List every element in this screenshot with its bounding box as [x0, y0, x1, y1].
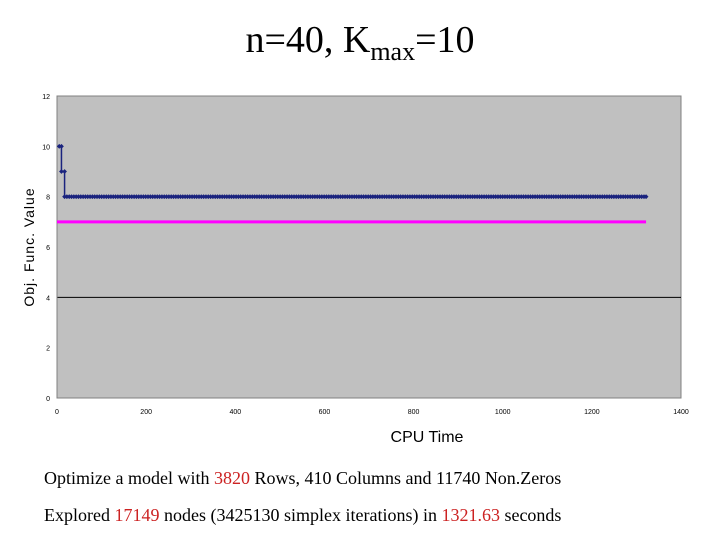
series-1-point-3 [62, 169, 67, 174]
x-tick-600: 600 [319, 409, 331, 416]
y-tick-6: 6 [46, 245, 50, 252]
x-tick-400: 400 [229, 409, 241, 416]
line-chart: 0 200 400 600 800 1000 1200 1400 0 2 4 6 8 10 12 CPU … [21, 94, 689, 446]
caption2-suffix: seconds [499, 505, 562, 525]
caption1-suffix: Rows, 410 Columns and 11740 Non.Zeros [249, 468, 562, 488]
x-tick-1200: 1200 [584, 409, 600, 416]
y-tick-4: 4 [46, 295, 50, 302]
x-tick-0: 0 [55, 409, 59, 416]
x-tick-labels: 0 200 400 600 800 1000 1200 1400 [55, 409, 689, 416]
y-tick-10: 10 [42, 144, 50, 151]
series-group [56, 143, 649, 224]
caption2-nodes: 17149 [114, 505, 160, 525]
caption-model-size: Optimize a model with 3820 Rows, 410 Col… [44, 468, 561, 489]
series-1-point-255 [643, 194, 649, 200]
caption2-middle: nodes (3425130 simplex iterations) in [159, 505, 442, 525]
title-main: n=40, K [245, 19, 371, 61]
x-tick-200: 200 [140, 409, 152, 416]
y-tick-labels: 0 2 4 6 8 10 12 [42, 94, 50, 403]
plot-area [56, 95, 682, 399]
y-tick-12: 12 [42, 94, 50, 101]
x-tick-800: 800 [408, 409, 420, 416]
x-axis-label: CPU Time [391, 429, 464, 446]
y-axis-label: Obj. Func. Value [21, 187, 37, 306]
y-tick-0: 0 [46, 396, 50, 403]
caption1-prefix: Optimize a model with [44, 468, 214, 488]
chart-title: n=40, Kmax=10 [0, 18, 720, 67]
caption2-prefix: Explored [44, 505, 115, 525]
x-tick-1000: 1000 [495, 409, 511, 416]
caption2-seconds: 1321.63 [441, 505, 500, 525]
title-subscript: max [370, 37, 416, 66]
title-tail: =10 [415, 19, 475, 61]
caption-exploration: Explored 17149 nodes (3425130 simplex it… [44, 505, 561, 526]
y-tick-8: 8 [46, 195, 50, 202]
series-1-point-1 [59, 143, 64, 149]
series-1-point-2 [59, 169, 64, 174]
x-tick-1400: 1400 [673, 409, 689, 416]
y-tick-2: 2 [46, 346, 50, 353]
caption1-rows: 3820 [213, 468, 250, 488]
series-1-markers [56, 143, 649, 200]
